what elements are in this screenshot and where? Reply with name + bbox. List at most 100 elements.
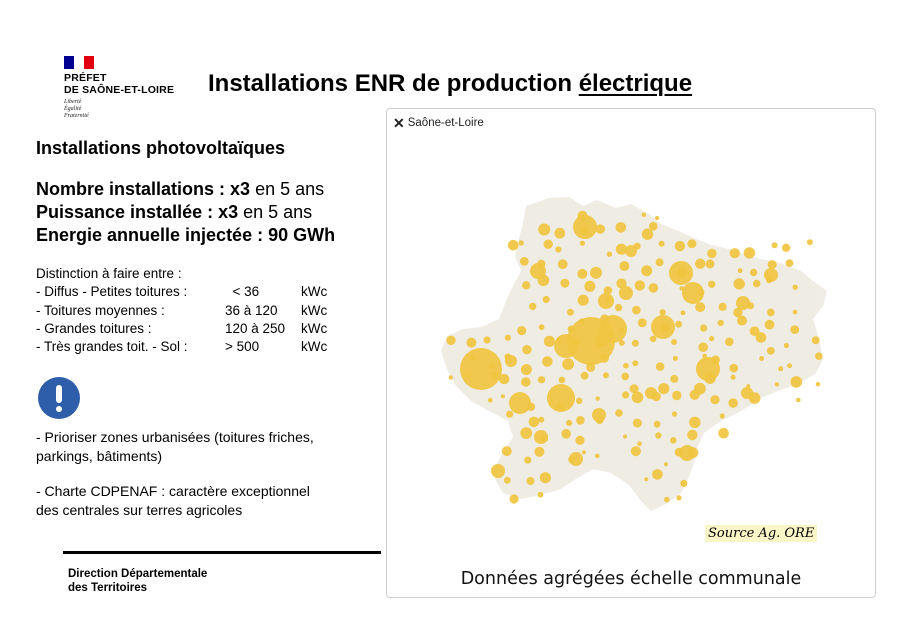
installation-circle [787, 363, 793, 369]
row-range: 36 à 120 [225, 302, 278, 318]
installation-circle [557, 259, 568, 270]
installation-circle [590, 266, 602, 279]
installation-circle [707, 248, 717, 259]
installation-circle [695, 302, 706, 313]
installation-circle [615, 243, 628, 255]
close-icon[interactable]: ✕ [393, 115, 405, 131]
installation-circle [689, 389, 700, 400]
installation-circle [641, 212, 647, 217]
installation-circle [746, 384, 751, 389]
installation-circle [781, 243, 791, 252]
installation-circle [509, 392, 531, 414]
installation-circle [655, 258, 664, 267]
installation-circle [792, 284, 798, 290]
installation-circle [651, 391, 661, 402]
installation-circle [677, 267, 688, 278]
installation-circle [631, 391, 644, 404]
installation-circle [619, 286, 633, 300]
installation-circle [518, 240, 524, 246]
installation-circle [792, 309, 798, 315]
installation-circle [528, 416, 540, 428]
installation-circle [652, 469, 663, 480]
installation-circle [718, 427, 729, 439]
installation-circle [672, 355, 679, 361]
footer-organisation: Direction Départementale des Territoires [68, 567, 207, 595]
installation-circle [680, 310, 686, 316]
installation-circle [704, 372, 716, 385]
installation-circle [700, 324, 708, 332]
installation-circle [542, 356, 553, 367]
installation-circle [815, 381, 821, 387]
stat-label: Puissance installée : [36, 202, 219, 222]
installation-circle [538, 416, 545, 423]
installation-circle [504, 334, 511, 341]
motto-2: Égalité [64, 106, 82, 112]
note-line: - Prioriser zones urbanisées (toitures f… [36, 429, 314, 445]
page-title: Installations ENR de production électriq… [208, 70, 692, 98]
installation-circle [467, 374, 472, 379]
installation-circle [492, 371, 499, 379]
installation-circle [578, 318, 585, 325]
row-unit: kWc [301, 320, 328, 336]
installation-circle [679, 286, 684, 291]
installation-circles [446, 210, 823, 504]
communal-map[interactable] [387, 109, 876, 598]
installation-circle [522, 345, 532, 355]
installation-circle [649, 335, 657, 343]
installation-circle [755, 332, 767, 343]
installation-circle [733, 278, 745, 290]
filter-chip[interactable]: ✕ Saône-et-Loire [393, 115, 484, 131]
installation-circle [562, 358, 574, 371]
installation-circle [664, 496, 670, 503]
installation-circle [538, 324, 545, 331]
installation-circle [743, 247, 756, 259]
installation-circle [670, 374, 679, 383]
installation-circle [509, 494, 519, 504]
map-panel[interactable]: ✕ Saône-et-Loire Source Ag. ORE Données … [386, 108, 876, 598]
installation-circle [697, 288, 705, 296]
installation-circle [663, 462, 668, 467]
installation-circle [561, 429, 571, 439]
flag-white-stripe [74, 56, 84, 69]
installation-circle [501, 446, 512, 457]
installation-circle [752, 279, 761, 288]
installation-circle [595, 224, 605, 234]
installation-circle [766, 346, 775, 355]
row-unit: kWc [301, 284, 328, 300]
installation-circle [503, 476, 511, 484]
row-range: < 36 [225, 284, 260, 300]
installation-circle [783, 342, 790, 349]
table-row: - Très grandes toit. - Sol : > 500 kWc [36, 338, 327, 356]
installation-circle [448, 375, 453, 380]
installation-circle [736, 296, 750, 310]
exclamation-circle-icon [38, 377, 80, 419]
stat-label: Nombre installations : [36, 179, 231, 199]
installation-circle [632, 305, 641, 315]
footer-divider [63, 551, 381, 554]
installation-circle [558, 376, 566, 384]
installation-circle [658, 240, 665, 247]
stats-block: Nombre installations : x3 en 5 ans Puiss… [36, 178, 335, 247]
note-line: des centrales sur terres agricoles [36, 501, 243, 518]
installation-circle [580, 371, 589, 380]
installation-circle [539, 472, 552, 484]
installation-circle [629, 384, 639, 394]
installation-circle [670, 437, 677, 444]
installation-circle [785, 259, 794, 267]
installation-circle [708, 280, 716, 288]
installation-circle [576, 397, 583, 404]
installation-circle [615, 222, 627, 233]
installation-circle [717, 319, 724, 327]
installation-circle [543, 239, 553, 249]
installation-circle [619, 340, 625, 346]
installation-circle [488, 363, 495, 370]
section-title: Installations photovoltaïques [36, 138, 286, 158]
installation-circle [549, 399, 554, 405]
installation-circle [680, 479, 688, 487]
filter-chip-label: Saône-et-Loire [407, 117, 484, 129]
installation-circle [655, 362, 665, 371]
installation-circle [537, 274, 550, 287]
installation-circle [499, 373, 510, 385]
installation-circle [605, 296, 612, 303]
installation-circle [547, 384, 575, 412]
